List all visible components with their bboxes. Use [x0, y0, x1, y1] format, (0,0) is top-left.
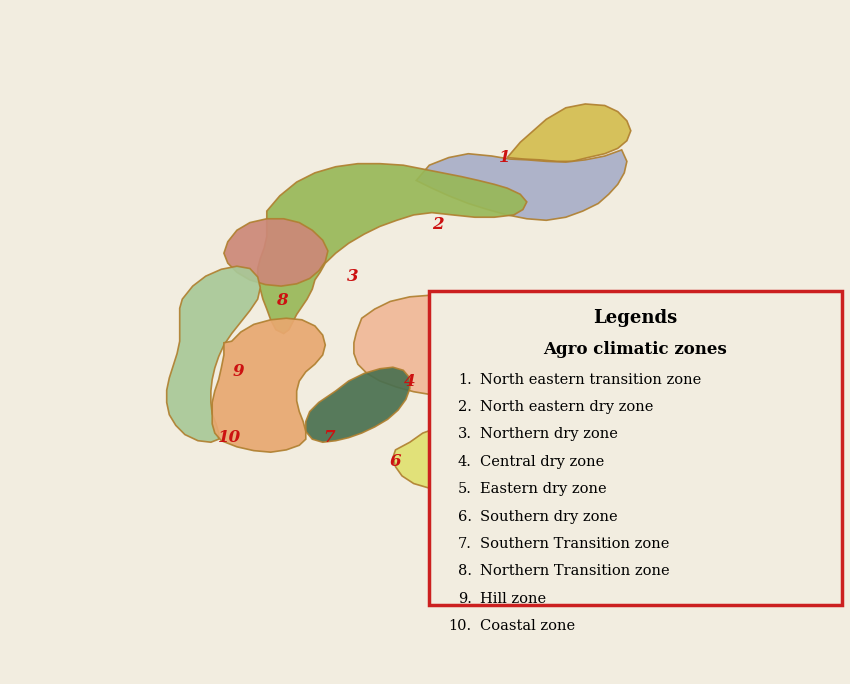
Polygon shape — [167, 266, 260, 443]
Text: 2: 2 — [432, 216, 444, 233]
Text: 9.: 9. — [458, 592, 472, 605]
Text: 5.: 5. — [458, 482, 472, 496]
Text: Southern dry zone: Southern dry zone — [480, 510, 618, 523]
Text: 9: 9 — [233, 363, 245, 380]
Text: Central dry zone: Central dry zone — [480, 455, 604, 469]
Text: 1.: 1. — [458, 373, 472, 386]
Polygon shape — [393, 424, 513, 490]
Text: 4.: 4. — [458, 455, 472, 469]
Text: North eastern transition zone: North eastern transition zone — [480, 373, 701, 386]
Text: 1: 1 — [499, 150, 510, 166]
Text: 7.: 7. — [458, 537, 472, 551]
Text: 6.: 6. — [458, 510, 472, 523]
Text: 7: 7 — [323, 430, 335, 447]
Text: 5: 5 — [489, 406, 501, 423]
Text: Northern dry zone: Northern dry zone — [480, 428, 618, 441]
Text: 2.: 2. — [458, 400, 472, 414]
Text: North eastern dry zone: North eastern dry zone — [480, 400, 654, 414]
Text: 6: 6 — [389, 453, 401, 470]
Text: 10: 10 — [218, 430, 241, 447]
Text: Southern Transition zone: Southern Transition zone — [480, 537, 670, 551]
Text: 3.: 3. — [458, 428, 472, 441]
FancyBboxPatch shape — [429, 291, 842, 605]
Polygon shape — [522, 340, 648, 407]
Polygon shape — [306, 367, 410, 443]
Text: 10.: 10. — [449, 619, 472, 633]
Polygon shape — [416, 150, 627, 220]
Text: Hill zone: Hill zone — [480, 592, 547, 605]
Text: Coastal zone: Coastal zone — [480, 619, 575, 633]
Text: 3: 3 — [347, 268, 359, 285]
Polygon shape — [507, 104, 631, 161]
Text: 4: 4 — [404, 373, 416, 389]
Polygon shape — [224, 219, 328, 286]
Text: 8.: 8. — [458, 564, 472, 578]
Text: 8: 8 — [275, 292, 287, 309]
Text: Eastern dry zone: Eastern dry zone — [480, 482, 607, 496]
Polygon shape — [258, 163, 527, 334]
Polygon shape — [354, 295, 536, 395]
Text: Northern Transition zone: Northern Transition zone — [480, 564, 670, 578]
Polygon shape — [212, 318, 326, 452]
Text: Agro climatic zones: Agro climatic zones — [543, 341, 728, 358]
Text: Legends: Legends — [593, 309, 677, 327]
